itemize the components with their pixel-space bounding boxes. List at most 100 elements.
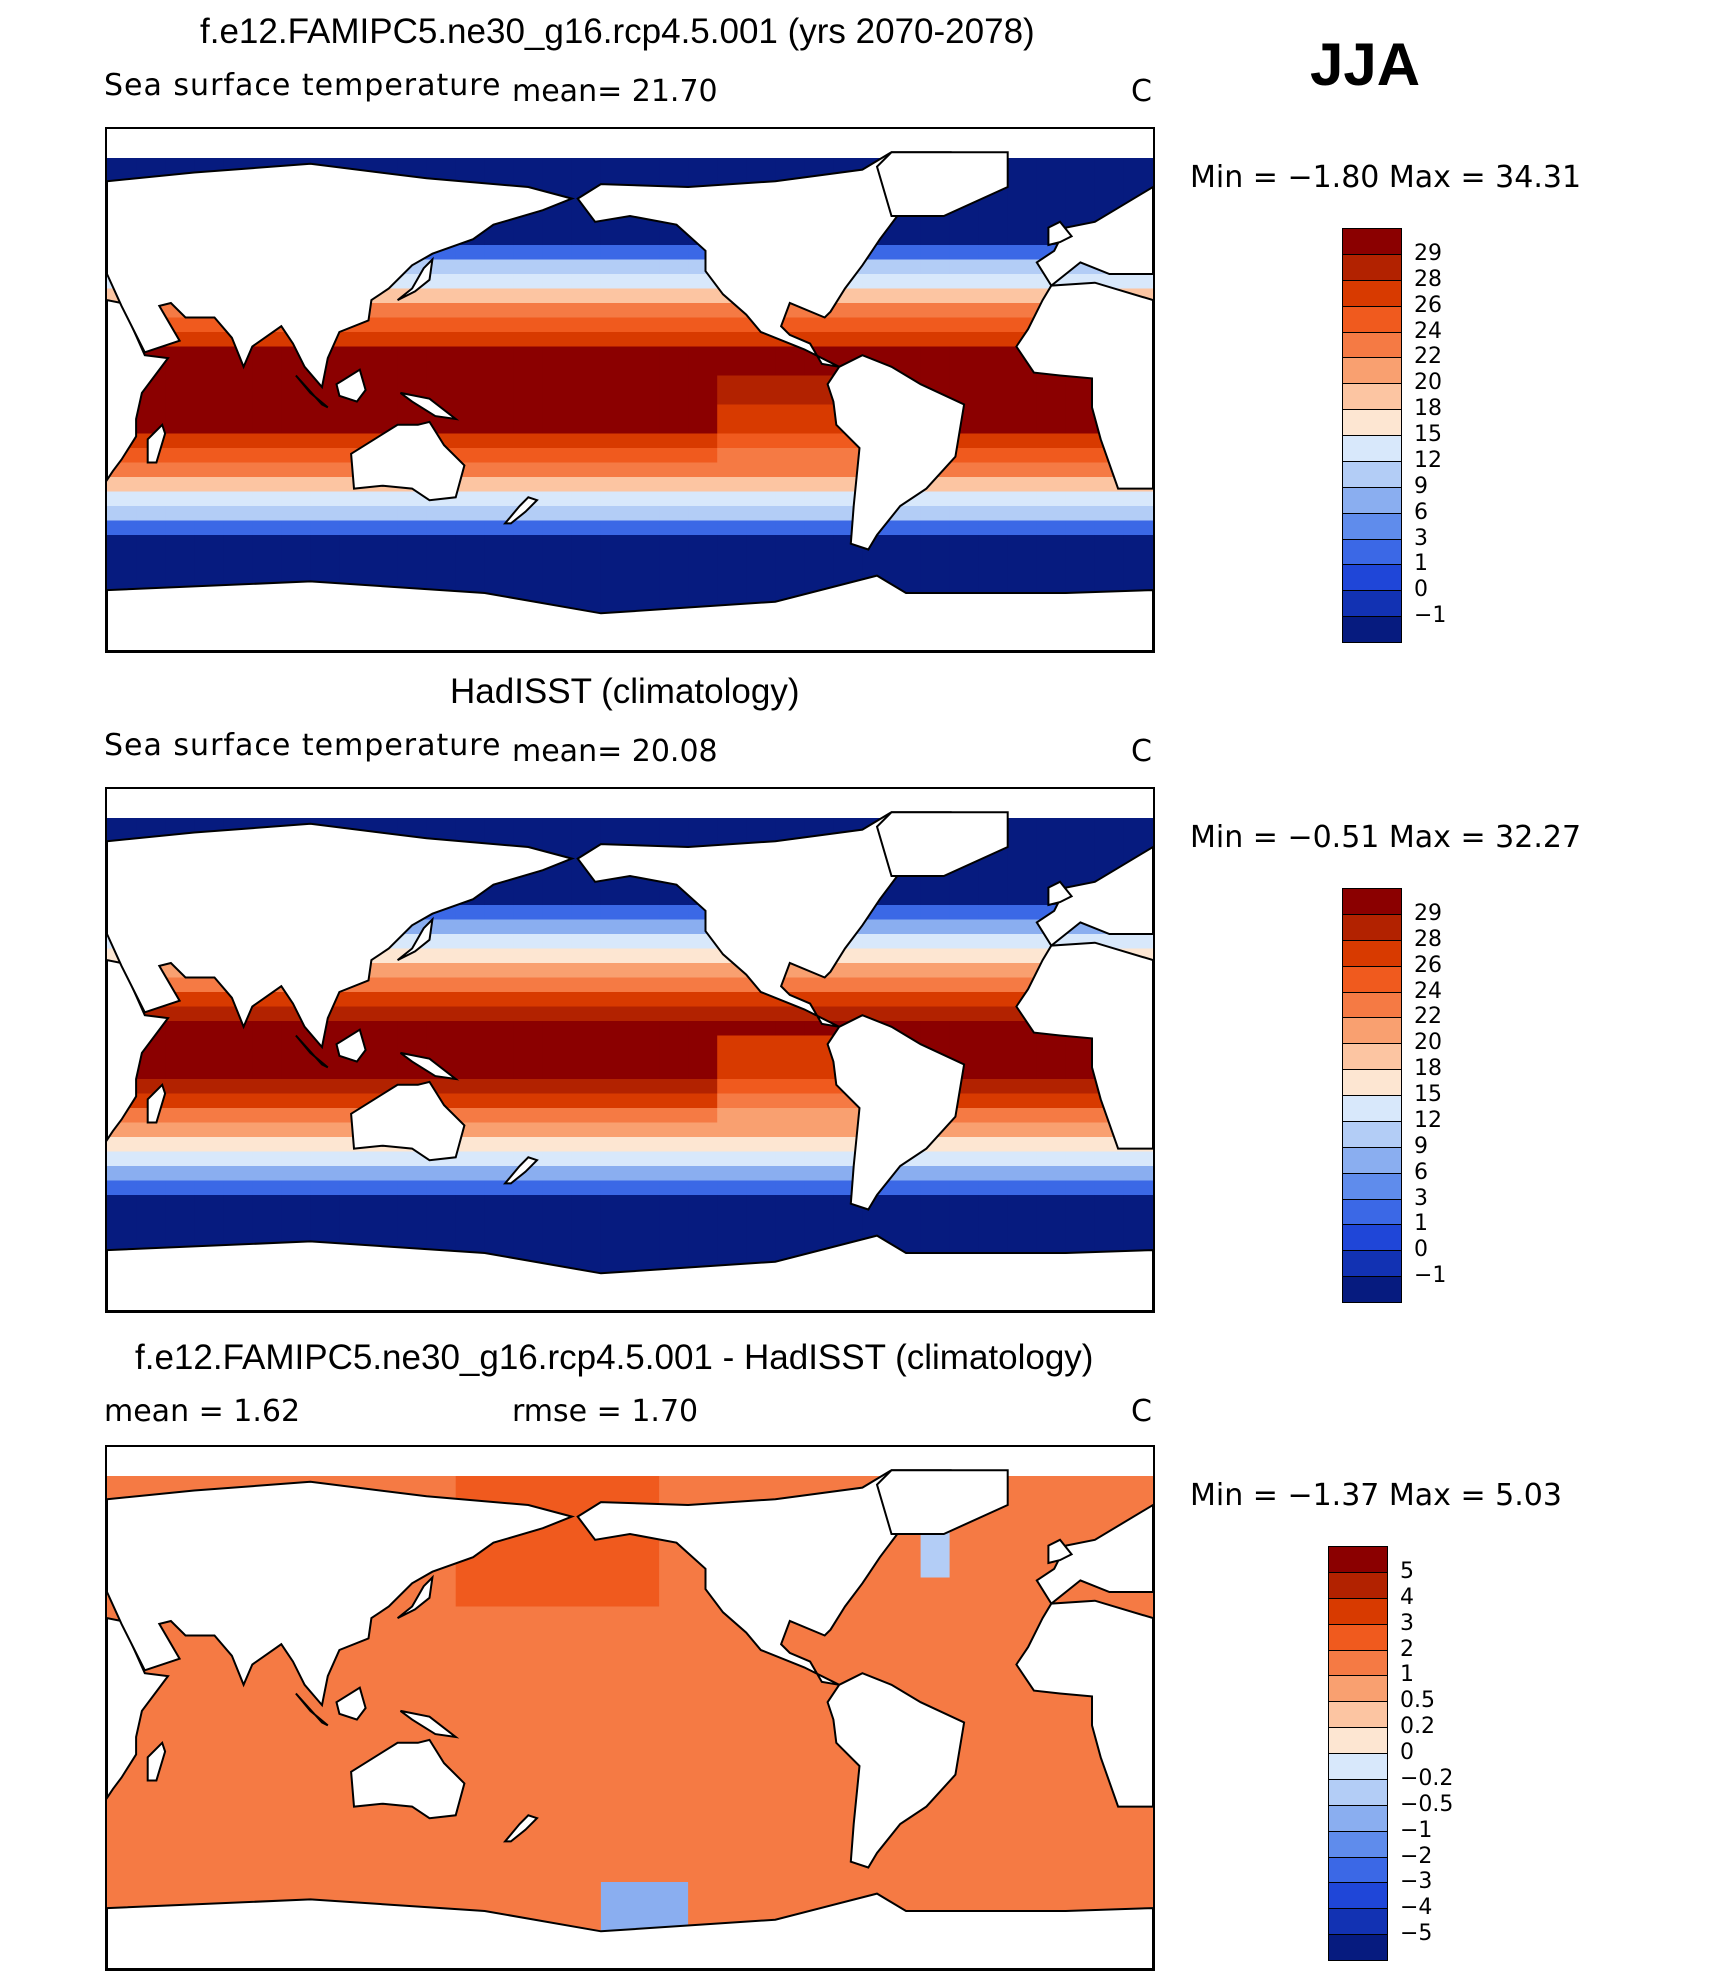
sst-cell	[455, 992, 486, 1008]
sst-cell	[1036, 1882, 1067, 1898]
sst-cell	[1123, 832, 1153, 848]
sst-cell	[862, 303, 893, 319]
sst-cell	[223, 361, 253, 377]
sst-cell	[891, 288, 922, 304]
sst-cell	[397, 1006, 428, 1022]
sst-cell	[746, 390, 776, 406]
sst-cell	[542, 977, 573, 993]
sst-cell	[862, 564, 893, 580]
sst-cell	[688, 1050, 718, 1066]
sst-cell	[223, 1224, 253, 1240]
sst-cell	[1094, 1490, 1125, 1506]
colorbar-swatch	[1342, 1146, 1402, 1174]
sst-cell	[513, 578, 544, 594]
sst-cell	[542, 404, 573, 420]
colorbar-swatch	[1328, 1546, 1388, 1573]
sst-cell	[1007, 1035, 1038, 1051]
sst-cell	[194, 491, 224, 507]
sst-cell	[368, 361, 399, 377]
colorbar-label: 15	[1414, 422, 1442, 447]
sst-cell	[920, 1238, 951, 1254]
sst-cell	[426, 158, 457, 174]
sst-cell	[659, 1896, 689, 1912]
sst-cell	[223, 1166, 253, 1182]
sst-cell	[630, 1635, 660, 1651]
sst-cell	[368, 1853, 399, 1869]
sst-cell	[920, 274, 951, 290]
sst-cell	[484, 506, 515, 522]
sst-cell	[949, 992, 980, 1008]
sst-cell	[688, 448, 718, 464]
sst-cell	[542, 1108, 573, 1124]
sst-cell	[165, 1137, 195, 1153]
sst-cell	[484, 1708, 515, 1724]
sst-cell	[746, 1166, 776, 1182]
sst-cell	[252, 1209, 282, 1225]
sst-cell	[1094, 535, 1125, 551]
colorbar-label: −5	[1400, 1921, 1433, 1947]
sst-cell	[659, 535, 689, 551]
sst-cell	[891, 346, 922, 362]
sst-cell	[1007, 477, 1038, 493]
sst-cell	[891, 332, 922, 348]
sst-cell	[542, 506, 573, 522]
sst-cell	[746, 361, 776, 377]
sst-cell	[1036, 1195, 1067, 1211]
sst-cell	[920, 506, 951, 522]
sst-cell	[688, 1209, 718, 1225]
sst-cell	[310, 1180, 341, 1196]
sst-cell	[659, 1606, 689, 1622]
sst-cell	[1007, 890, 1038, 906]
sst-cell	[775, 1209, 805, 1225]
sst-cell	[833, 1766, 864, 1782]
landmass	[1035, 1503, 1153, 1606]
sst-cell	[426, 1838, 457, 1854]
sst-cell	[542, 419, 573, 435]
sst-cell	[223, 1108, 253, 1124]
colorbar-swatch	[1328, 1753, 1388, 1780]
sst-cell	[630, 1050, 660, 1066]
sst-cell	[484, 433, 515, 449]
sst-cell	[717, 1006, 747, 1022]
sst-cell	[688, 477, 718, 493]
sst-cell	[339, 491, 370, 507]
sst-cell	[455, 303, 486, 319]
sst-cell	[426, 549, 457, 565]
sst-cell	[455, 1093, 486, 1109]
sst-cell	[310, 462, 341, 478]
sst-cell	[717, 1708, 747, 1724]
sst-cell	[978, 1050, 1009, 1066]
sst-cell	[368, 977, 399, 993]
sst-cell	[775, 1766, 805, 1782]
sst-cell	[920, 1534, 951, 1550]
sst-cell	[136, 1209, 166, 1225]
sst-cell	[1036, 158, 1067, 174]
sst-cell	[1036, 1093, 1067, 1109]
sst-cell	[426, 274, 457, 290]
sst-cell	[194, 1737, 224, 1753]
sst-cell	[1065, 1050, 1096, 1066]
sst-cell	[513, 1795, 544, 1811]
sst-cell	[455, 433, 486, 449]
sst-cell	[891, 1548, 922, 1564]
sst-cell	[455, 1079, 486, 1095]
sst-cell	[920, 564, 951, 580]
landmass	[576, 811, 952, 1028]
sst-cell	[659, 1253, 689, 1269]
sst-cell	[165, 1476, 195, 1492]
sst-cell	[978, 419, 1009, 435]
sst-cell	[542, 1490, 573, 1506]
sst-cell	[281, 1180, 311, 1196]
sst-cell	[659, 1722, 689, 1738]
sst-cell	[455, 535, 486, 551]
sst-cell	[746, 1795, 776, 1811]
sst-cell	[920, 948, 951, 964]
sst-cell	[688, 1809, 718, 1825]
sst-cell	[1036, 491, 1067, 507]
sst-cell	[513, 172, 544, 188]
sst-cell	[513, 1722, 544, 1738]
sst-cell	[688, 1911, 718, 1927]
sst-cell	[368, 332, 399, 348]
sst-cell	[310, 1137, 341, 1153]
sst-cell	[775, 1722, 805, 1738]
